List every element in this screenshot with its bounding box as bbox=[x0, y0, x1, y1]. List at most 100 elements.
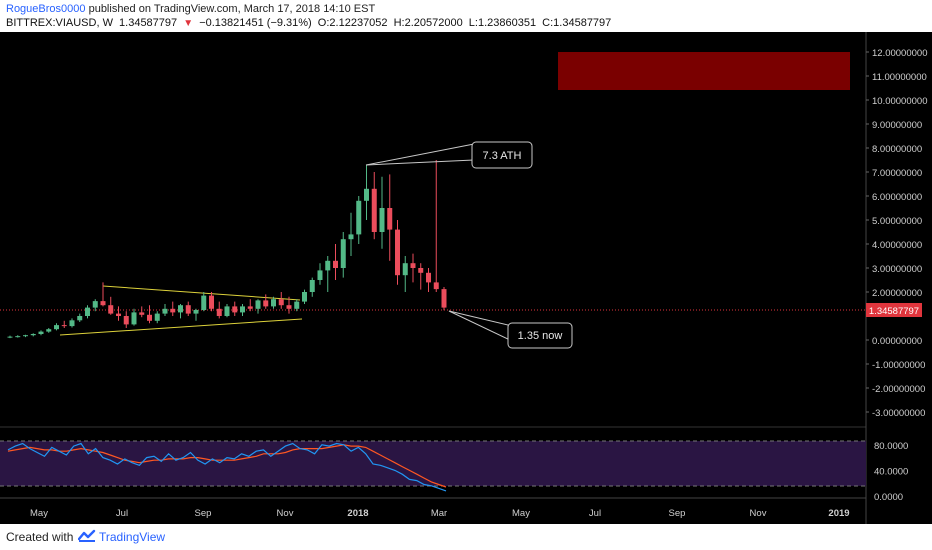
change-value: −0.13821451 (−9.31%) bbox=[199, 17, 312, 29]
rsi-tick-label: 40.0000 bbox=[874, 466, 908, 477]
low-label: L: bbox=[468, 17, 478, 29]
candle[interactable] bbox=[7, 335, 13, 339]
time-tick-label: May bbox=[512, 508, 530, 519]
price-tick-label: -1.00000000 bbox=[872, 360, 925, 371]
candle[interactable] bbox=[139, 306, 145, 318]
candle[interactable] bbox=[131, 308, 137, 326]
chart-area[interactable]: 7.3 ATH 1.35 now 12.00000000 11.00000000 1… bbox=[0, 32, 932, 524]
candle[interactable] bbox=[278, 292, 284, 309]
candle[interactable] bbox=[286, 296, 292, 314]
candle[interactable] bbox=[54, 323, 59, 331]
candle[interactable] bbox=[216, 301, 222, 319]
candle[interactable] bbox=[263, 294, 269, 309]
triangle-pattern[interactable] bbox=[59, 285, 303, 336]
candle[interactable] bbox=[116, 306, 121, 321]
candle[interactable] bbox=[340, 232, 346, 278]
candle[interactable] bbox=[247, 299, 253, 312]
candle[interactable] bbox=[271, 296, 276, 309]
candle[interactable] bbox=[201, 292, 207, 312]
candle[interactable] bbox=[147, 305, 152, 324]
candle[interactable] bbox=[100, 282, 106, 307]
price-tick-label: 12.00000000 bbox=[872, 48, 927, 59]
candle[interactable] bbox=[170, 301, 176, 316]
candle[interactable] bbox=[240, 304, 245, 316]
time-axis[interactable]: May Jul Sep Nov 2018 Mar May Jul Sep Nov 2019 bbox=[30, 508, 850, 519]
price-tick-label: 10.00000000 bbox=[872, 96, 927, 107]
time-tick-label: Jul bbox=[116, 508, 128, 519]
candle[interactable] bbox=[356, 196, 362, 244]
symbol-info: BITTREX:VIAUSD, W 1.34587797 ▼ −0.138214… bbox=[6, 17, 614, 29]
candle[interactable] bbox=[348, 212, 354, 256]
candle[interactable] bbox=[69, 318, 75, 328]
candle[interactable] bbox=[418, 263, 424, 290]
now-label: 1.35 now bbox=[518, 330, 563, 342]
candle[interactable] bbox=[317, 263, 323, 285]
candle[interactable] bbox=[325, 256, 331, 292]
price-tick-label: 11.00000000 bbox=[872, 72, 927, 83]
time-tick-label: Sep bbox=[195, 508, 212, 519]
price-tick-label: 4.00000000 bbox=[872, 240, 922, 251]
candle[interactable] bbox=[61, 320, 67, 328]
candle[interactable] bbox=[30, 333, 36, 337]
current-price-badge-text: 1.34587797 bbox=[869, 306, 919, 317]
price-tick-label: 0.00000000 bbox=[872, 336, 922, 347]
price-tick-label: 7.00000000 bbox=[872, 168, 922, 179]
price-axis[interactable]: 12.00000000 11.00000000 10.00000000 9.00000… bbox=[866, 48, 927, 419]
candle[interactable] bbox=[232, 301, 238, 316]
candle[interactable] bbox=[38, 330, 44, 336]
open-value: 2.12237052 bbox=[329, 17, 388, 29]
price-tick-label: 5.00000000 bbox=[872, 216, 922, 227]
candles-group bbox=[7, 160, 447, 339]
candle[interactable] bbox=[92, 299, 98, 312]
candle[interactable] bbox=[154, 311, 160, 324]
candle[interactable] bbox=[302, 289, 307, 304]
candle[interactable] bbox=[23, 334, 28, 338]
candle[interactable] bbox=[85, 305, 90, 319]
candle[interactable] bbox=[309, 277, 315, 297]
price-tick-label: -3.00000000 bbox=[872, 408, 925, 419]
candle[interactable] bbox=[294, 299, 300, 312]
candle[interactable] bbox=[441, 286, 447, 311]
candle[interactable] bbox=[15, 335, 21, 338]
footer: Created with TradingView bbox=[0, 524, 932, 550]
candle[interactable] bbox=[123, 311, 129, 328]
rsi-line bbox=[7, 442, 447, 492]
symbol-label[interactable]: BITTREX:VIAUSD, W bbox=[6, 17, 113, 29]
time-tick-label: May bbox=[30, 508, 48, 519]
tradingview-brand[interactable]: TradingView bbox=[99, 530, 166, 544]
candle[interactable] bbox=[255, 299, 261, 314]
candle[interactable] bbox=[371, 172, 377, 240]
close-label: C: bbox=[542, 17, 554, 29]
candle[interactable] bbox=[333, 244, 338, 280]
rsi-axis[interactable]: 80.0000 40.0000 0.0000 bbox=[874, 441, 908, 503]
candle[interactable] bbox=[364, 164, 369, 220]
candle[interactable] bbox=[77, 313, 83, 322]
candle[interactable] bbox=[426, 268, 431, 292]
chart-canvas[interactable]: 7.3 ATH 1.35 now 12.00000000 11.00000000 1… bbox=[0, 32, 932, 524]
candle[interactable] bbox=[193, 308, 199, 321]
candle[interactable] bbox=[224, 304, 230, 318]
candle[interactable] bbox=[410, 253, 416, 283]
now-callout[interactable]: 1.35 now bbox=[448, 310, 573, 349]
candle[interactable] bbox=[46, 328, 52, 333]
current-price-badge bbox=[866, 303, 922, 317]
candle[interactable] bbox=[108, 296, 114, 315]
author-link[interactable]: RogueBros0000 bbox=[6, 3, 86, 15]
time-tick-label: Mar bbox=[431, 508, 447, 519]
created-with-label: Created with bbox=[6, 530, 74, 544]
candle[interactable] bbox=[379, 176, 385, 249]
candle[interactable] bbox=[209, 292, 214, 312]
candle[interactable] bbox=[395, 220, 400, 285]
candle[interactable] bbox=[185, 301, 191, 316]
candle[interactable] bbox=[162, 304, 168, 316]
candle[interactable] bbox=[387, 174, 393, 261]
candle[interactable] bbox=[433, 160, 439, 292]
red-resistance-zone[interactable] bbox=[558, 52, 850, 90]
candle[interactable] bbox=[178, 304, 183, 319]
ath-callout[interactable]: 7.3 ATH bbox=[365, 141, 533, 169]
tradingview-logo-icon[interactable] bbox=[78, 529, 96, 543]
rsi-group bbox=[7, 442, 447, 492]
close-value: 1.34587797 bbox=[553, 17, 612, 29]
chart-header: RogueBros0000 published on TradingView.c… bbox=[0, 0, 932, 32]
candle[interactable] bbox=[402, 256, 408, 292]
